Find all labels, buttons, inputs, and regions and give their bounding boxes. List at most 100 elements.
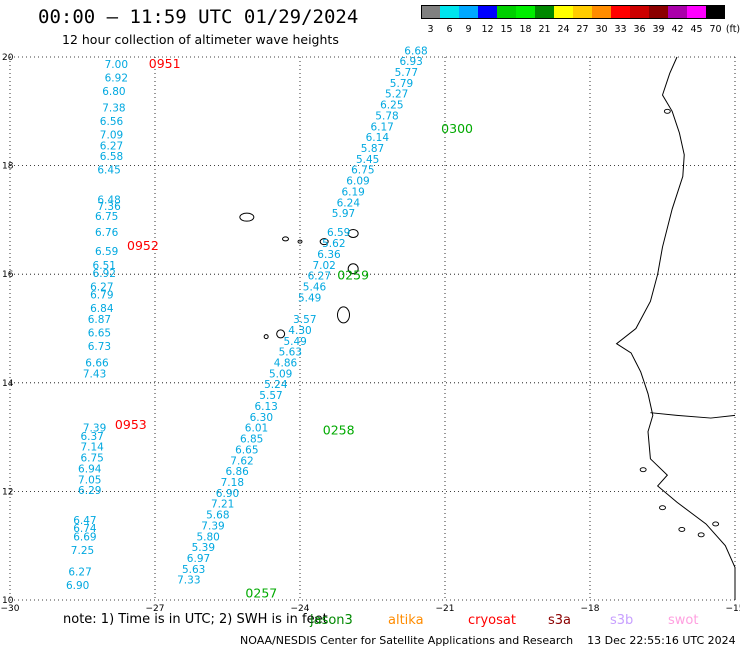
swh-value-label: 6.65 — [235, 444, 258, 456]
scale-swatch — [497, 5, 516, 19]
swh-value-label: 6.19 — [341, 186, 364, 198]
swh-value-label: 7.05 — [78, 474, 101, 486]
swh-value-label: 6.93 — [399, 56, 422, 68]
swh-value-label: 6.74 — [73, 523, 97, 535]
scale-label: 12 — [481, 24, 494, 35]
coastal-island — [663, 108, 671, 114]
swh-value-label: 7.02 — [312, 260, 335, 272]
swh-value-label: 5.79 — [390, 78, 413, 90]
swh-value-label: 6.65 — [88, 328, 111, 340]
legend-altika: altika — [388, 613, 424, 628]
lon-tick-label: −30 — [1, 604, 20, 614]
lat-tick-label: 12 — [2, 487, 13, 497]
scale-label: 6 — [446, 24, 453, 35]
swh-value-label: 7.39 — [83, 423, 106, 435]
lon-tick-label: −21 — [436, 604, 455, 614]
swh-value-label: 6.09 — [346, 176, 369, 188]
scale-swatch — [687, 5, 706, 19]
footer-note: note: 1) Time is in UTC; 2) SWH is in fe… — [63, 612, 328, 627]
coastal-island — [697, 532, 705, 538]
swh-value-label: 5.63 — [279, 347, 302, 359]
cape-verde-island — [282, 236, 289, 242]
legend-s3a: s3a — [548, 613, 572, 628]
scale-swatch — [611, 5, 630, 19]
scale-label: 42 — [671, 24, 684, 35]
lon-tick-label: −24 — [291, 604, 310, 614]
swh-value-label: 7.62 — [230, 455, 253, 467]
scale-label: 30 — [595, 24, 608, 35]
swh-value-label: 6.59 — [327, 227, 350, 239]
cape-verde-island — [276, 329, 286, 339]
swh-value-label: 7.09 — [100, 129, 123, 141]
swh-value-label: 5.09 — [269, 368, 292, 380]
scale-swatch — [440, 5, 459, 19]
scale-swatch — [554, 5, 573, 19]
legend-jason3: jason3 — [310, 613, 353, 628]
scale-label: 9 — [465, 24, 472, 35]
pass-time-label: 0257 — [245, 585, 277, 600]
cape-verde-island — [337, 306, 350, 324]
lon-tick-label: −18 — [581, 604, 600, 614]
swh-value-label: 5.24 — [264, 379, 288, 391]
swh-value-label: 7.25 — [71, 545, 94, 557]
pass-time-label: 0259 — [337, 268, 369, 283]
swh-value-label: 7.43 — [83, 368, 106, 380]
swh-value-label: 6.75 — [351, 165, 374, 177]
swh-value-label: 6.30 — [250, 412, 273, 424]
swh-value-label: 5.62 — [322, 238, 345, 250]
swh-value-label: 6.69 — [73, 531, 96, 543]
swh-value-label: 6.29 — [78, 485, 101, 497]
scale-label: 18 — [519, 24, 532, 35]
scale-label: 36 — [633, 24, 646, 35]
swh-value-label: 5.39 — [192, 542, 215, 554]
coastal-island — [678, 526, 686, 532]
legend-cryosat: cryosat — [468, 613, 516, 628]
scale-swatch — [478, 5, 497, 19]
scale-swatch — [668, 5, 687, 19]
swh-value-label: 5.68 — [206, 510, 229, 522]
scale-frame — [421, 5, 725, 19]
legend-s3b: s3b — [610, 613, 634, 628]
coastal-island — [639, 467, 647, 473]
legend-swot: swot — [668, 613, 699, 628]
map-title: 00:00 – 11:59 UTC 01/29/2024 — [38, 6, 359, 28]
swh-value-label: 6.75 — [80, 453, 103, 465]
swh-value-label: 6.36 — [317, 249, 341, 261]
swh-value-label: 5.97 — [332, 208, 355, 220]
swh-value-label: 7.39 — [201, 520, 224, 532]
swh-value-label: 7.21 — [211, 499, 234, 511]
swh-value-label: 5.57 — [259, 390, 282, 402]
gambia-river — [650, 412, 736, 419]
swh-value-label: 6.94 — [78, 463, 102, 475]
lat-tick-label: 20 — [2, 53, 14, 63]
swh-value-label: 6.27 — [308, 271, 331, 283]
swh-value-label: 6.27 — [100, 140, 123, 152]
swh-value-label: 6.90 — [216, 488, 239, 500]
swh-value-label: 6.58 — [100, 151, 123, 163]
coastal-island — [659, 505, 666, 511]
swh-value-label: 5.49 — [283, 336, 306, 348]
swh-value-label: 6.47 — [73, 515, 96, 527]
scale-swatch — [573, 5, 592, 19]
scale-swatch — [592, 5, 611, 19]
scale-label: 15 — [500, 24, 513, 35]
swh-value-label: 6.87 — [88, 314, 111, 326]
scale-swatch — [630, 5, 649, 19]
swh-value-label: 6.73 — [88, 341, 111, 353]
swh-value-label: 6.56 — [100, 116, 124, 128]
scale-swatch — [421, 5, 440, 19]
swh-value-label: 5.87 — [361, 143, 384, 155]
swh-value-label: 7.36 — [97, 201, 121, 213]
cape-verde-island — [347, 263, 359, 275]
lon-tick-label: −27 — [146, 604, 165, 614]
swh-value-label: 4.86 — [274, 358, 298, 370]
swh-value-label: 7.38 — [102, 102, 125, 114]
credit-text: NOAA/NESDIS Center for Satellite Applica… — [240, 634, 574, 647]
cape-verde-island — [263, 334, 269, 340]
pass-time-label: 0951 — [149, 56, 181, 71]
swh-value-label: 5.63 — [182, 564, 205, 576]
scale-swatch — [706, 5, 725, 19]
swh-value-label: 6.13 — [254, 401, 277, 413]
swh-value-label: 6.27 — [68, 567, 91, 579]
